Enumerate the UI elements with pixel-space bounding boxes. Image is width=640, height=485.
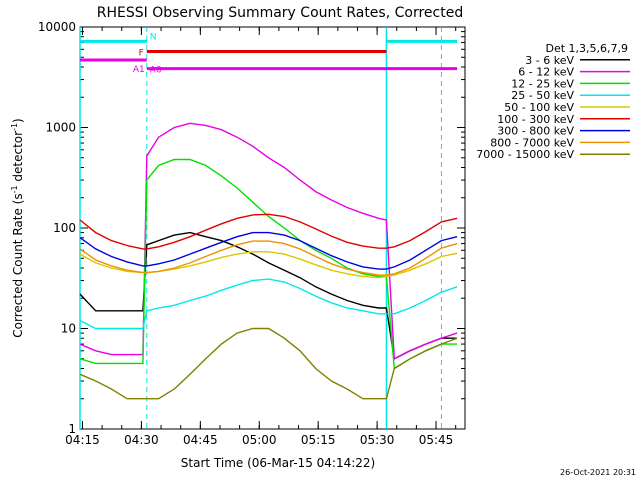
y-tick-label: 1000 bbox=[45, 121, 76, 135]
legend-entry-label: 800 - 7000 keV bbox=[490, 136, 574, 149]
series-line bbox=[79, 213, 458, 250]
legend-title: Det 1,3,5,6,7,9 bbox=[545, 42, 628, 55]
series-line bbox=[79, 327, 458, 400]
legend-entry-label: 25 - 50 keV bbox=[511, 89, 574, 102]
y-axis-label: Corrected Count Rate (s-1 detector-1) bbox=[10, 118, 25, 337]
x-tick-label: 05:00 bbox=[242, 433, 277, 447]
series-line bbox=[79, 231, 458, 270]
legend-entry-label: 100 - 300 keV bbox=[497, 113, 574, 126]
y-axis-label-sup: -1 bbox=[10, 185, 19, 193]
y-tick-label: 10 bbox=[61, 322, 76, 336]
x-tick-label: 04:30 bbox=[124, 433, 159, 447]
x-tick-label: 05:45 bbox=[419, 433, 454, 447]
legend-entry-label: 7000 - 15000 keV bbox=[476, 148, 574, 161]
n-bar-label: N bbox=[150, 32, 157, 42]
legend-entry-label: 12 - 25 keV bbox=[511, 77, 574, 90]
x-tick-label: 04:15 bbox=[65, 433, 100, 447]
series-line bbox=[79, 240, 458, 276]
x-tick-labels: 04:15 04:30 04:45 05:00 05:15 05:30 05:45 bbox=[65, 433, 453, 447]
legend-entry-label: 3 - 6 keV bbox=[525, 54, 574, 67]
y-axis-label-main: Corrected Count Rate (s bbox=[11, 193, 25, 337]
plot-frame bbox=[79, 26, 466, 430]
x-tick-label: 04:45 bbox=[183, 433, 218, 447]
footer-timestamp: 26-Oct-2021 20:31 bbox=[560, 468, 636, 477]
series-line bbox=[79, 278, 458, 330]
y-tick-labels: 1 10 100 1000 10000 bbox=[38, 20, 76, 436]
y-tick-label: 10000 bbox=[38, 20, 76, 34]
axis-ticks bbox=[80, 26, 465, 430]
series-lines bbox=[79, 122, 458, 400]
y-axis-label-mid: detector bbox=[11, 131, 25, 186]
attenuator-state-bars: NF A0 A1 bbox=[79, 27, 458, 429]
a1-bar-label: A1 bbox=[133, 65, 145, 75]
legend-entry-label: 300 - 800 keV bbox=[497, 125, 574, 138]
legend-entry-label: 50 - 100 keV bbox=[504, 101, 574, 114]
x-tick-label: 05:30 bbox=[360, 433, 395, 447]
y-axis-label-end: ) bbox=[11, 118, 25, 123]
f-bar-label: F bbox=[139, 49, 144, 59]
y-tick-label: 1 bbox=[68, 422, 76, 436]
chart-title: RHESSI Observing Summary Count Rates, Co… bbox=[97, 5, 463, 21]
a0-bar-label: A0 bbox=[150, 66, 162, 76]
x-axis-label: Start Time (06-Mar-15 04:14:22) bbox=[181, 456, 375, 470]
series-line bbox=[79, 158, 458, 370]
x-tick-label: 05:15 bbox=[301, 433, 336, 447]
y-tick-label: 100 bbox=[53, 221, 76, 235]
y-axis-label-sup2: -1 bbox=[10, 123, 19, 131]
legend-entry-label: 6 - 12 keV bbox=[518, 66, 574, 79]
